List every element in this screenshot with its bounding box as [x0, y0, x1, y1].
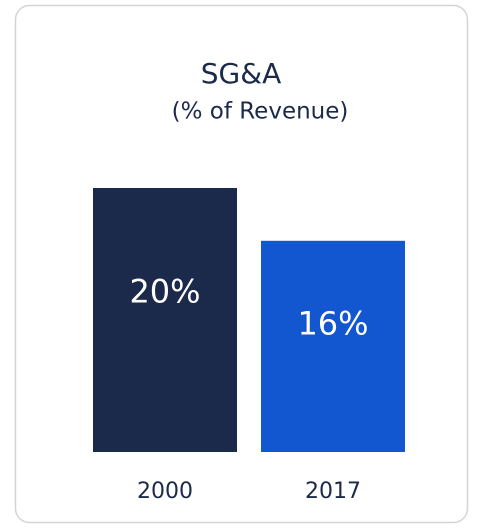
bar: [261, 240, 405, 452]
x-tick-label: 2017: [305, 479, 361, 504]
value-label: 20%: [129, 273, 200, 311]
bar: [93, 188, 237, 452]
x-tick-label: 2000: [137, 479, 193, 504]
value-label: 16%: [297, 304, 368, 342]
chart-subtitle: (% of Revenue): [172, 99, 349, 125]
chart-title: SG&A: [201, 57, 281, 90]
